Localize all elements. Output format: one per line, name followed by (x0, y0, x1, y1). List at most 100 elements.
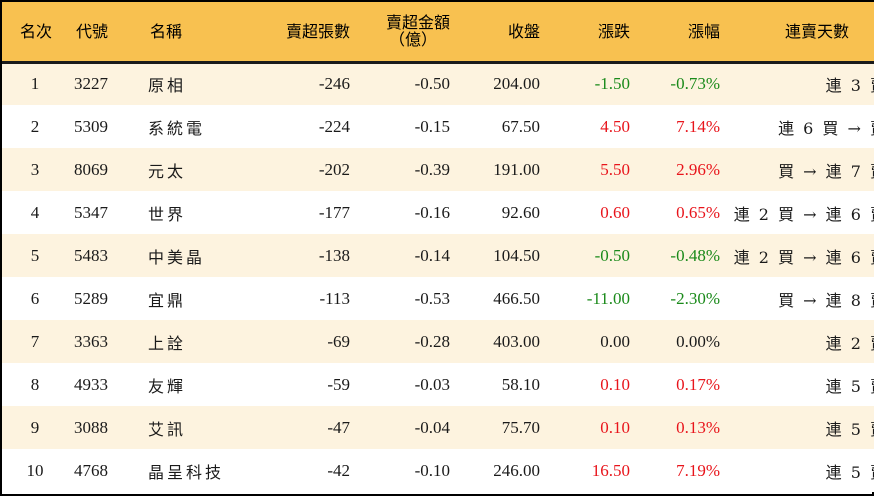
cell-change-pct: 0.13% (676, 417, 720, 437)
cell-rank: 2 (30, 116, 40, 136)
cell-sell-lots: -177 (318, 202, 350, 222)
cell-change-pct: 0.65% (676, 202, 720, 222)
table-row: 2 5309 系統電 -224 -0.15 67.50 4.50 7.14% 連… (2, 105, 874, 148)
header-row: 名次 代號 名稱 賣超張數 賣超金額 （億） 收盤 漲跌 漲幅 連賣天數 (2, 2, 874, 64)
cell-name: 宜鼎 (148, 290, 187, 310)
cell-streak: 連 5 賣 (825, 376, 874, 396)
cell-streak: 連 3 賣 (825, 76, 874, 96)
cell-change: -1.50 (594, 74, 630, 94)
table-row: 5 5483 中美晶 -138 -0.14 104.50 -0.50 -0.48… (2, 234, 874, 277)
cell-sell-lots: -42 (327, 460, 350, 480)
cell-sell-lots: -69 (327, 331, 350, 351)
cell-name: 原相 (148, 76, 187, 96)
cell-code: 5483 (74, 245, 108, 265)
cell-sell-amount: -0.50 (414, 74, 450, 94)
cell-close: 58.10 (501, 374, 540, 394)
cell-code: 4933 (74, 374, 108, 394)
header-change: 漲跌 (540, 2, 630, 64)
cell-name: 友輝 (148, 376, 187, 396)
cell-sell-amount: -0.15 (414, 116, 450, 136)
cell-streak: 連 2 買 → 連 6 賣 (733, 204, 874, 224)
cell-sell-amount: -0.04 (414, 417, 450, 437)
cell-close: 246.00 (493, 460, 540, 480)
cell-change-pct: 7.14% (676, 116, 720, 136)
cell-code: 5309 (74, 116, 108, 136)
cell-change-pct: 0.17% (676, 374, 720, 394)
cell-sell-amount: -0.28 (414, 331, 450, 351)
cell-name: 上詮 (148, 333, 187, 353)
table-body: 1 3227 原相 -246 -0.50 204.00 -1.50 -0.73%… (2, 62, 874, 492)
cell-sell-lots: -59 (327, 374, 350, 394)
cell-change: -0.50 (594, 245, 630, 265)
table-header: 名次 代號 名稱 賣超張數 賣超金額 （億） 收盤 漲跌 漲幅 連賣天數 (2, 2, 874, 64)
cell-change: 0.60 (600, 202, 630, 222)
header-close: 收盤 (450, 2, 540, 64)
table-row: 7 3363 上詮 -69 -0.28 403.00 0.00 0.00% 連 … (2, 320, 874, 363)
cell-name: 元太 (148, 161, 187, 181)
cell-close: 403.00 (493, 331, 540, 351)
header-sell-amount-line1: 賣超金額 (385, 13, 450, 33)
cell-close: 466.50 (493, 288, 540, 308)
cell-rank: 10 (26, 460, 44, 480)
cell-streak: 連 6 買 → 賣 (778, 118, 874, 138)
header-sell-amount-line2: （億） (388, 30, 437, 50)
header-name: 名稱 (146, 2, 250, 64)
cell-close: 104.50 (493, 245, 540, 265)
cell-change: 5.50 (600, 159, 630, 179)
cell-change: -11.00 (586, 288, 630, 308)
cell-rank: 3 (30, 159, 40, 179)
cell-change-pct: -2.30% (670, 288, 720, 308)
table-row: 1 3227 原相 -246 -0.50 204.00 -1.50 -0.73%… (2, 62, 874, 105)
table-row: 4 5347 世界 -177 -0.16 92.60 0.60 0.65% 連 … (2, 191, 874, 234)
cell-change: 4.50 (600, 116, 630, 136)
cell-close: 92.60 (501, 202, 540, 222)
cell-name: 世界 (148, 204, 187, 224)
table-row: 9 3088 艾訊 -47 -0.04 75.70 0.10 0.13% 連 5… (2, 406, 874, 449)
cell-change-pct: 7.19% (676, 460, 720, 480)
cell-sell-amount: -0.16 (414, 202, 450, 222)
cell-sell-amount: -0.14 (414, 245, 450, 265)
cell-sell-lots: -113 (319, 288, 350, 308)
cell-sell-amount: -0.39 (414, 159, 450, 179)
header-sell-amount: 賣超金額 （億） (350, 2, 450, 64)
header-code: 代號 (68, 2, 146, 64)
cell-code: 3088 (74, 417, 108, 437)
cell-close: 191.00 (493, 159, 540, 179)
header-change-pct: 漲幅 (630, 2, 720, 64)
cell-change-pct: 2.96% (676, 159, 720, 179)
cell-name: 系統電 (148, 118, 206, 138)
cell-change: 0.10 (600, 374, 630, 394)
cell-sell-lots: -138 (318, 245, 350, 265)
cell-sell-amount: -0.53 (414, 288, 450, 308)
table-row: 3 8069 元太 -202 -0.39 191.00 5.50 2.96% 買… (2, 148, 874, 191)
cell-code: 5289 (74, 288, 108, 308)
cell-change: 16.50 (591, 460, 630, 480)
cell-sell-amount: -0.03 (414, 374, 450, 394)
table-row: 8 4933 友輝 -59 -0.03 58.10 0.10 0.17% 連 5… (2, 363, 874, 406)
cell-streak: 連 5 賣 (825, 462, 874, 482)
cell-code: 4768 (74, 460, 108, 480)
cell-rank: 5 (30, 245, 40, 265)
cell-rank: 7 (30, 331, 40, 351)
header-rank: 名次 (2, 2, 68, 64)
cell-rank: 9 (30, 417, 40, 437)
cell-code: 5347 (74, 202, 108, 222)
cell-change-pct: 0.00% (676, 331, 720, 351)
cell-sell-lots: -202 (318, 159, 350, 179)
cell-change-pct: -0.48% (670, 245, 720, 265)
header-streak: 連賣天數 (720, 2, 874, 64)
cell-change: 0.00 (600, 331, 630, 351)
cell-sell-lots: -246 (318, 74, 350, 94)
cell-streak: 買 → 連 7 賣 (778, 161, 874, 181)
cell-change-pct: -0.73% (670, 74, 720, 94)
cell-close: 75.70 (501, 417, 540, 437)
cell-streak: 買 → 連 8 賣 (778, 290, 874, 310)
cell-close: 67.50 (501, 116, 540, 136)
cell-name: 中美晶 (148, 247, 206, 267)
cell-sell-lots: -224 (318, 116, 350, 136)
cell-code: 8069 (74, 159, 108, 179)
cell-code: 3227 (74, 74, 108, 94)
cell-name: 艾訊 (148, 419, 187, 439)
